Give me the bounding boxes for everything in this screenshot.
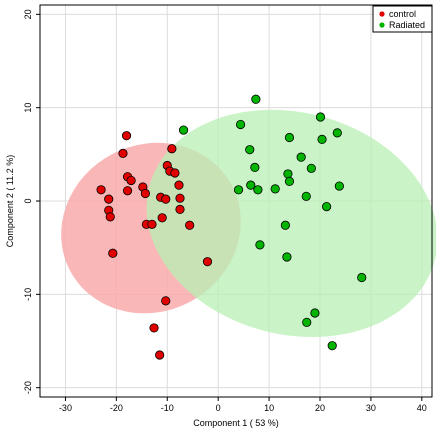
legend-marker-radiated: [379, 22, 385, 28]
x-tick-label: 0: [216, 403, 221, 413]
data-point-control: [126, 175, 136, 186]
data-point-control: [174, 180, 184, 190]
y-tick-label: 20: [23, 9, 33, 19]
legend-box: [372, 5, 433, 33]
data-point-control: [122, 186, 133, 196]
legend-label-control: control: [389, 9, 416, 19]
data-point-radiated: [245, 145, 255, 155]
data-point-radiated: [251, 94, 261, 104]
data-point-control: [118, 148, 128, 158]
data-point-control: [170, 168, 180, 178]
axis-ticks: -30 -20 -10 0 10 20 30 40 -20 -10 0 10 20: [23, 9, 427, 413]
data-point-radiated: [322, 202, 332, 212]
data-point-radiated: [255, 240, 265, 250]
data-point-radiated: [296, 152, 306, 162]
x-axis-title: Component 1 ( 53 %): [193, 418, 279, 428]
legend-marker-control: [379, 11, 385, 17]
data-point-radiated: [302, 317, 312, 327]
data-points: [96, 94, 367, 360]
data-point-control: [175, 193, 185, 203]
data-point-control: [104, 194, 114, 204]
y-tick-label: -20: [23, 381, 33, 394]
y-tick-label: -10: [23, 288, 33, 301]
data-point-radiated: [301, 191, 311, 201]
data-point-radiated: [334, 181, 344, 191]
data-point-control: [108, 248, 118, 258]
data-point-radiated: [178, 125, 189, 135]
data-point-radiated: [315, 112, 326, 122]
data-point-control: [105, 212, 115, 222]
x-tick-label: 40: [417, 403, 427, 413]
x-tick-label: 10: [264, 403, 274, 413]
data-point-control: [140, 188, 150, 199]
x-tick-label: 30: [366, 403, 376, 413]
confidence-ellipse-radiated: [146, 109, 436, 338]
legend: control Radiated: [372, 5, 433, 33]
data-point-radiated: [317, 134, 327, 144]
data-point-radiated: [280, 220, 290, 230]
data-point-control: [175, 204, 185, 214]
data-point-control: [155, 350, 165, 360]
y-tick-label: 10: [23, 103, 33, 113]
data-point-radiated: [283, 169, 293, 179]
legend-label-radiated: Radiated: [389, 20, 425, 30]
data-point-control: [202, 257, 213, 267]
data-point-radiated: [246, 180, 256, 190]
data-point-radiated: [327, 341, 337, 351]
data-point-radiated: [332, 128, 342, 138]
data-point-control: [161, 194, 171, 204]
data-point-control: [149, 323, 159, 333]
data-point-radiated: [306, 163, 316, 173]
data-point-control: [161, 296, 171, 306]
data-point-radiated: [284, 132, 295, 143]
data-point-radiated: [235, 119, 246, 130]
data-point-radiated: [270, 184, 280, 194]
x-tick-label: -20: [110, 403, 123, 413]
x-tick-label: 20: [315, 403, 325, 413]
data-point-radiated: [233, 185, 244, 195]
y-tick-label: 0: [23, 198, 33, 203]
data-point-radiated: [310, 308, 320, 318]
data-point-control: [121, 131, 132, 141]
data-point-radiated: [357, 272, 367, 283]
data-point-radiated: [250, 162, 260, 172]
confidence-ellipses: [61, 109, 436, 338]
data-point-radiated: [282, 252, 292, 262]
data-point-control: [157, 213, 167, 223]
data-point-control: [147, 219, 157, 229]
data-point-control: [185, 220, 195, 230]
data-point-radiated: [253, 185, 263, 195]
data-point-control: [167, 144, 177, 154]
data-point-radiated: [284, 176, 295, 186]
x-tick-label: -10: [161, 403, 174, 413]
data-point-control: [96, 185, 106, 195]
x-tick-label: -30: [59, 403, 72, 413]
y-axis-title: Component 2 ( 11.2 %): [5, 155, 15, 247]
